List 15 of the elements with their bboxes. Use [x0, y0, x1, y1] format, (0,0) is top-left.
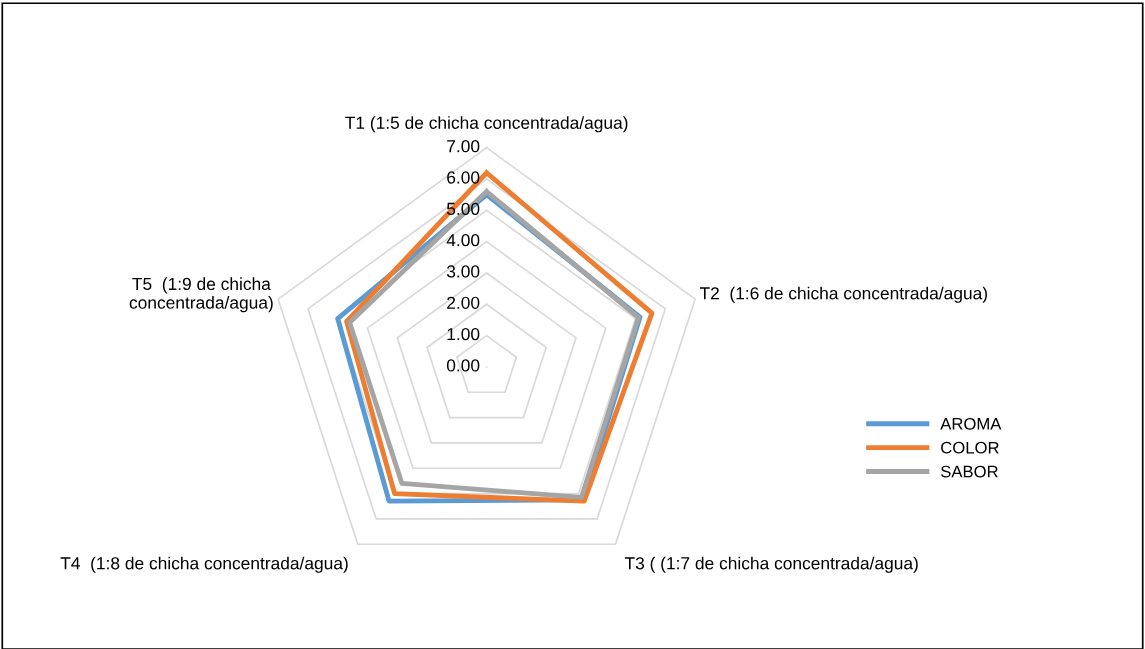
y-tick-label: 7.00 — [447, 140, 480, 153]
legend-label: SABOR — [941, 465, 998, 478]
spoke-label: T3 ( (1:7 de chicha concentrada/agua) — [624, 556, 918, 573]
spoke-label: T2 (1:6 de chicha concentrada/agua) — [699, 286, 987, 303]
spoke-label: T5 (1:9 de chicha concentrada/agua) — [129, 277, 273, 313]
y-tick-label: 4.00 — [446, 234, 480, 247]
y-tick-label: 0.00 — [446, 359, 480, 372]
y-tick-label: 6.00 — [447, 171, 480, 184]
legend-label: AROMA — [940, 417, 1002, 430]
y-tick-label: 3.00 — [446, 265, 480, 278]
spoke-label: T1 (1:5 de chicha concentrada/agua) — [345, 116, 628, 133]
spoke-label: T4 (1:8 de chicha concentrada/agua) — [60, 556, 348, 573]
y-tick-label: 1.00 — [447, 327, 480, 341]
legend-label: COLOR — [941, 441, 999, 454]
y-tick-label: 2.00 — [447, 296, 480, 309]
